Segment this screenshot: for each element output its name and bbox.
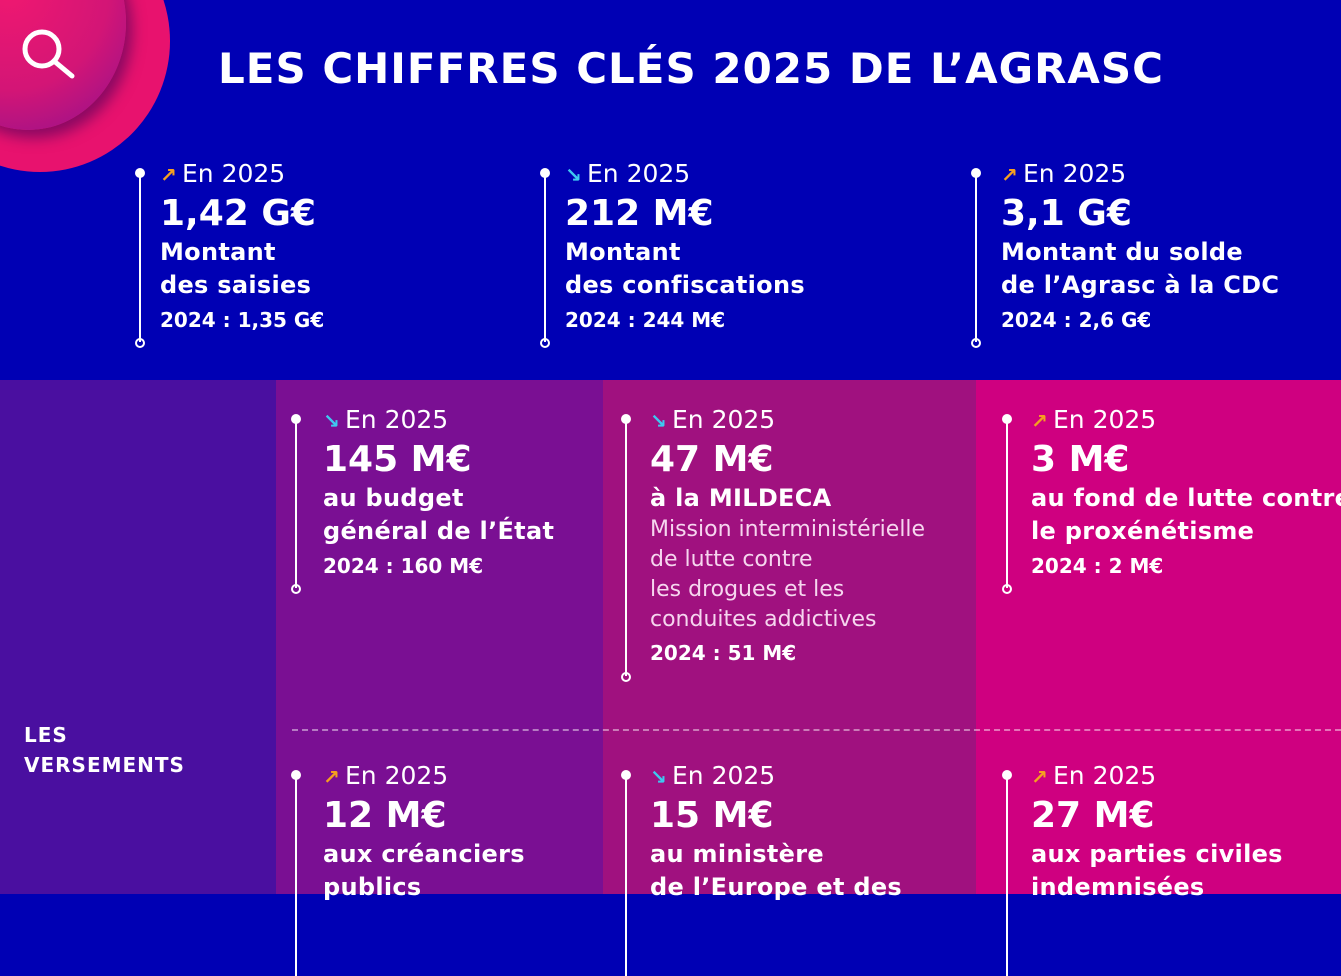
stat-previous: 2024 : 2 M€ bbox=[1031, 554, 1164, 578]
stat-label: général de l’État bbox=[323, 517, 555, 545]
stat-amount: 145 M€ bbox=[323, 439, 472, 480]
stat-label: aux créanciers bbox=[323, 840, 525, 868]
search-icon bbox=[22, 29, 75, 79]
stat-previous: 2024 : 2,6 G€ bbox=[1001, 308, 1152, 332]
stat-amount: 27 M€ bbox=[1031, 795, 1155, 836]
stat-label: aux parties civiles bbox=[1031, 840, 1283, 868]
stat-label: de l’Agrasc à la CDC bbox=[1001, 271, 1280, 299]
page-title: LES CHIFFRES CLÉS 2025 DE L’AGRASC bbox=[218, 44, 1165, 93]
stat-amount: 212 M€ bbox=[565, 193, 714, 234]
row-divider bbox=[292, 729, 1341, 731]
trend-up-icon: ↗ bbox=[1031, 409, 1048, 433]
stat-year: En 2025 bbox=[1053, 405, 1157, 434]
stat-label: au fond de lutte contre bbox=[1031, 484, 1341, 512]
stat-description: conduites addictives bbox=[650, 607, 877, 632]
stat-year: En 2025 bbox=[672, 405, 776, 434]
stat-label: de l’Europe et des bbox=[650, 873, 903, 901]
stat-year: En 2025 bbox=[345, 761, 449, 790]
trend-down-icon: ↘ bbox=[650, 765, 667, 789]
stat-description: de lutte contre bbox=[650, 547, 813, 572]
stat-label: au ministère bbox=[650, 840, 824, 868]
stat-description: les drogues et les bbox=[650, 577, 845, 602]
trend-up-icon: ↗ bbox=[1031, 765, 1048, 789]
stat-amount: 3,1 G€ bbox=[1001, 193, 1132, 234]
stat-label: au budget bbox=[323, 484, 464, 512]
stat-year: En 2025 bbox=[1053, 761, 1157, 790]
trend-down-icon: ↘ bbox=[565, 163, 582, 187]
trend-up-icon: ↗ bbox=[1001, 163, 1018, 187]
versements-label-panel bbox=[0, 380, 276, 894]
stat-label: Montant bbox=[565, 238, 681, 266]
versements-column-3 bbox=[976, 380, 1341, 894]
trend-down-icon: ↘ bbox=[323, 409, 340, 433]
key-figures-band bbox=[0, 0, 1341, 380]
stat-amount: 1,42 G€ bbox=[160, 193, 316, 234]
stat-amount: 47 M€ bbox=[650, 439, 774, 480]
stat-amount: 12 M€ bbox=[323, 795, 447, 836]
stat-description: Mission interministérielle bbox=[650, 517, 926, 542]
stat-year: En 2025 bbox=[182, 159, 286, 188]
section-label-versements: LES VERSEMENTS bbox=[24, 723, 185, 777]
stat-year: En 2025 bbox=[672, 761, 776, 790]
stat-label: le proxénétisme bbox=[1031, 517, 1255, 545]
versements-column-1 bbox=[276, 380, 603, 894]
stat-previous: 2024 : 1,35 G€ bbox=[160, 308, 325, 332]
stat-amount: 15 M€ bbox=[650, 795, 774, 836]
stat-label: Montant du solde bbox=[1001, 238, 1243, 266]
stat-label: des confiscations bbox=[565, 271, 805, 299]
stat-label: des saisies bbox=[160, 271, 312, 299]
stat-previous: 2024 : 160 M€ bbox=[323, 554, 484, 578]
stat-year: En 2025 bbox=[345, 405, 449, 434]
stat-label: Montant bbox=[160, 238, 276, 266]
stat-previous: 2024 : 51 M€ bbox=[650, 641, 797, 665]
stat-previous: 2024 : 244 M€ bbox=[565, 308, 726, 332]
trend-up-icon: ↗ bbox=[160, 163, 177, 187]
trend-up-icon: ↗ bbox=[323, 765, 340, 789]
stat-amount: 3 M€ bbox=[1031, 439, 1130, 480]
stat-year: En 2025 bbox=[1023, 159, 1127, 188]
stat-year: En 2025 bbox=[587, 159, 691, 188]
trend-down-icon: ↘ bbox=[650, 409, 667, 433]
versements-column-2 bbox=[603, 380, 976, 894]
stat-label: à la MILDECA bbox=[650, 484, 832, 512]
stat-label: publics bbox=[323, 873, 422, 901]
stat-label: indemnisées bbox=[1031, 873, 1205, 901]
